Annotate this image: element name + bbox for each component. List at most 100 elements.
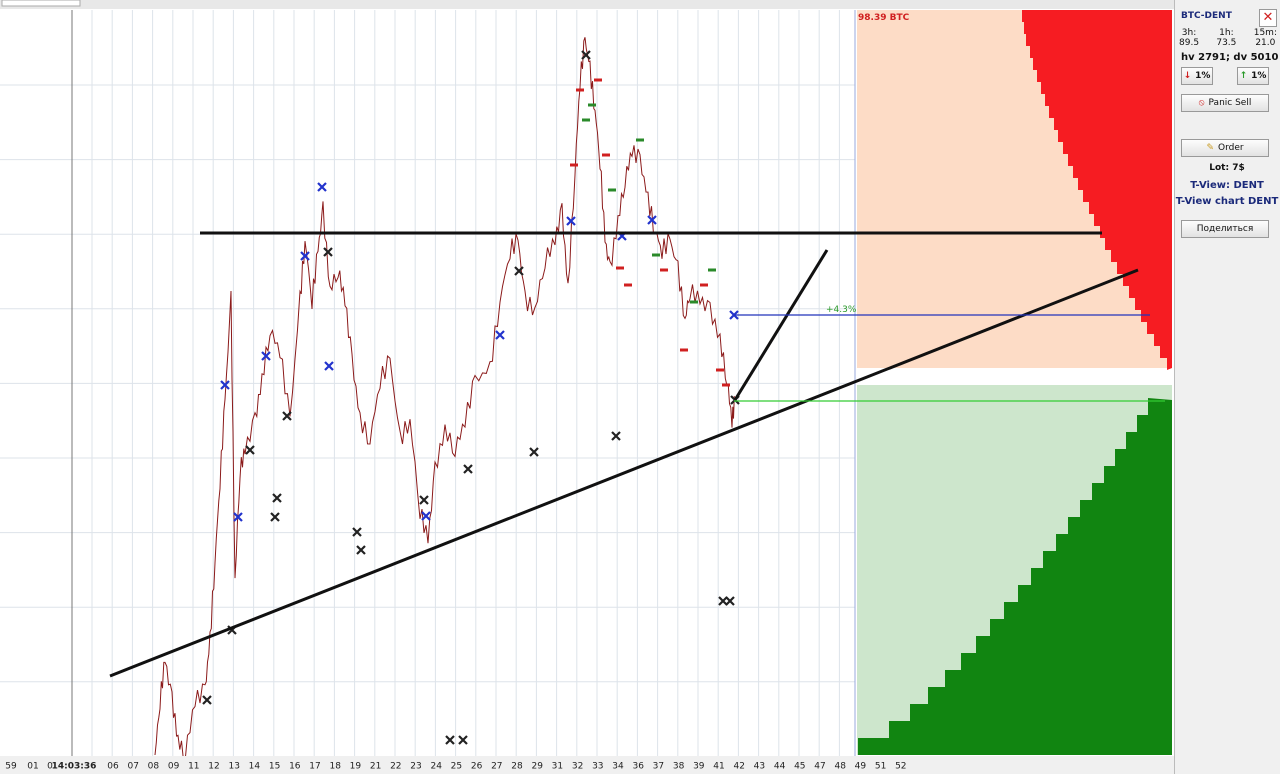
marker: [718, 596, 728, 606]
interval-label: 3h:: [1181, 28, 1197, 38]
marker: [495, 330, 505, 340]
down-button[interactable]: ↓ 1%: [1181, 67, 1213, 85]
marker: [261, 351, 271, 361]
x-tick-label: 14:03:36: [52, 762, 97, 772]
down-arrow: ↓: [1183, 71, 1192, 81]
x-tick-label: 21: [370, 762, 381, 772]
x-tick-label: 32: [572, 762, 583, 772]
order-button[interactable]: ✎ Order: [1181, 139, 1269, 157]
up-pct: 1%: [1251, 71, 1267, 81]
x-tick-label: 29: [531, 762, 543, 772]
marker: [356, 545, 366, 555]
marker: [581, 50, 591, 60]
sidebar: BTC-DENT ✕ 3h: 89.5 1h: 73.5 15m: 21.0 hv 279…: [1174, 0, 1280, 774]
tview-link[interactable]: T-View: DENT: [1190, 180, 1264, 191]
panic-sell-text: Panic Sell: [1208, 98, 1252, 108]
marker: [463, 464, 473, 474]
x-tick-label: 08: [148, 762, 160, 772]
x-tick-label: 14: [249, 762, 261, 772]
x-tick-label: 44: [774, 762, 786, 772]
x-tick-label: 16: [289, 762, 301, 772]
x-tick-label: 25: [451, 762, 462, 772]
marker: [270, 512, 280, 522]
x-tick-label: 27: [491, 762, 502, 772]
x-tick-label: 07: [127, 762, 138, 772]
marker: [202, 695, 212, 705]
pencil-icon: ✎: [1206, 143, 1214, 153]
x-tick-label: 11: [188, 762, 199, 772]
volume: hv 2791; dv 5010: [1181, 52, 1279, 63]
share-button[interactable]: Поделиться: [1181, 220, 1269, 238]
x-tick-label: 37: [653, 762, 664, 772]
x-tick-label: 22: [390, 762, 401, 772]
marker: [647, 215, 657, 225]
x-axis: [0, 756, 1174, 774]
marker: [272, 493, 282, 503]
up-button[interactable]: ↑ 1%: [1237, 67, 1269, 85]
interval-label: 15m:: [1253, 28, 1277, 38]
tview-chart-link[interactable]: T-View chart DENT: [1175, 196, 1279, 207]
x-tick-label: 52: [895, 762, 906, 772]
intervals: 3h: 89.5 1h: 73.5 15m: 21.0: [1179, 28, 1277, 48]
marker: [317, 182, 327, 192]
down-pct: 1%: [1195, 71, 1211, 81]
bid-depth: [858, 398, 1172, 755]
x-tick-label: 01: [27, 762, 38, 772]
ask-depth: [1022, 10, 1172, 370]
pair: BTC-DENT: [1181, 11, 1232, 21]
marker: [445, 735, 455, 745]
marker: [611, 431, 621, 441]
lot: Lot: 7$: [1209, 163, 1245, 173]
marker: [419, 495, 429, 505]
projection-line: [733, 249, 829, 401]
trend-line: [109, 268, 1139, 678]
x-tick-label: 45: [794, 762, 805, 772]
marker: [458, 735, 468, 745]
close-button[interactable]: ✕: [1259, 9, 1277, 27]
x-axis-labels: 59 01 014:03:36 06 07 08 09 11 12 13 14 15 16 17 18 19 2…: [5, 762, 906, 772]
marker: [324, 361, 334, 371]
marker: [529, 447, 539, 457]
x-tick-label: 18: [329, 762, 341, 772]
target-label: +4.3%: [826, 305, 857, 315]
x-tick-label: 33: [592, 762, 603, 772]
marker: [233, 512, 243, 522]
interval: 1h: 73.5: [1216, 28, 1236, 48]
order-text: Order: [1217, 143, 1244, 153]
x-tick-label: 13: [228, 762, 239, 772]
marker: [323, 247, 333, 257]
panic-sell-button[interactable]: ⦸ Panic Sell: [1181, 94, 1269, 112]
x-tick-label: 15: [269, 762, 280, 772]
x-tick-label: 06: [107, 762, 119, 772]
price-line: [154, 37, 735, 764]
x-tick-label: 41: [713, 762, 724, 772]
interval: 15m: 21.0: [1254, 28, 1277, 48]
marker: [514, 266, 524, 276]
toolbar: [0, 0, 1174, 9]
interval-value: 73.5: [1216, 38, 1237, 48]
x-tick-label: 19: [350, 762, 362, 772]
trade-markers: [202, 50, 740, 745]
x-tick-label: 12: [208, 762, 219, 772]
marker: [725, 596, 735, 606]
x-tick-label: 28: [511, 762, 523, 772]
x-tick-label: 24: [430, 762, 442, 772]
toolbar-field: [1, 0, 81, 7]
marker: [245, 445, 255, 455]
interval-label: 1h:: [1219, 28, 1234, 38]
x-tick-label: 17: [309, 762, 320, 772]
x-tick-label: 39: [693, 762, 705, 772]
interval: 3h: 89.5: [1179, 28, 1199, 48]
x-tick-label: 36: [632, 762, 644, 772]
no-icon: ⦸: [1198, 98, 1205, 108]
share-text: Поделиться: [1196, 224, 1254, 234]
marker: [352, 527, 362, 537]
x-tick-label: 38: [673, 762, 685, 772]
x-tick-label: 26: [471, 762, 483, 772]
marker: [566, 216, 576, 226]
x-tick-label: 43: [754, 762, 765, 772]
interval-value: 21.0: [1255, 38, 1276, 48]
grid: [0, 10, 855, 756]
x-tick-label: 59: [5, 762, 17, 772]
